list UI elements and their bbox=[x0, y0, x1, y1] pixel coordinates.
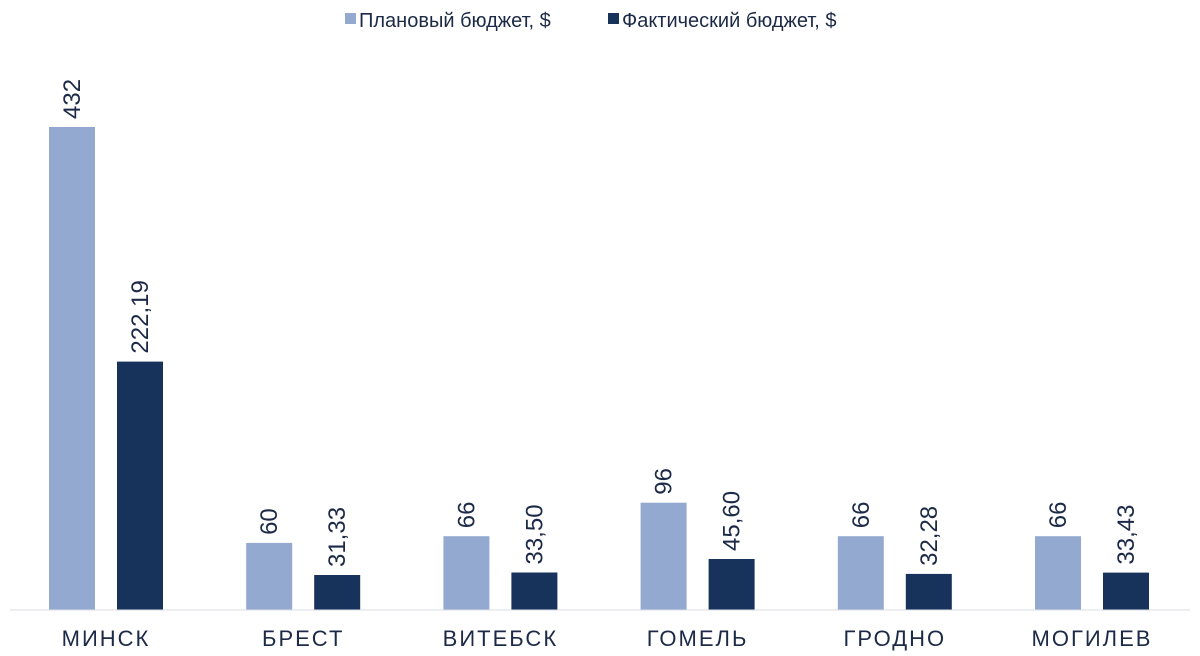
value-label-actual-2: 33,50 bbox=[521, 504, 548, 564]
value-label-actual-1: 31,33 bbox=[324, 507, 351, 567]
bar-planned-5 bbox=[1035, 536, 1081, 610]
bar-actual-0 bbox=[117, 361, 163, 610]
value-label-planned-1: 60 bbox=[256, 508, 283, 535]
bar-planned-2 bbox=[443, 536, 490, 610]
value-label-planned-5: 66 bbox=[1045, 501, 1072, 528]
bar-planned-3 bbox=[640, 502, 687, 610]
value-label-actual-0: 222,19 bbox=[127, 280, 154, 353]
category-label-0: МИНСК bbox=[62, 626, 151, 651]
bar-planned-4 bbox=[837, 536, 884, 610]
bar-planned-0 bbox=[49, 127, 95, 610]
category-label-4: ГРОДНО bbox=[843, 626, 946, 651]
legend-swatch-1 bbox=[608, 13, 619, 24]
category-label-1: БРЕСТ bbox=[262, 626, 344, 651]
category-label-5: МОГИЛЕВ bbox=[1032, 626, 1153, 651]
category-label-3: ГОМЕЛЬ bbox=[647, 626, 749, 651]
value-label-actual-3: 45,60 bbox=[719, 491, 746, 551]
bar-actual-3 bbox=[708, 559, 755, 610]
category-labels-group: МИНСК БРЕСТ ВИТЕБСК ГОМЕЛЬ ГРОДНО МОГИЛЕВ bbox=[62, 626, 1153, 651]
bar-actual-1 bbox=[314, 575, 361, 610]
legend-label-1: Фактический бюджет, $ bbox=[622, 10, 837, 32]
bar-planned-1 bbox=[246, 542, 293, 610]
bars-group bbox=[49, 127, 1149, 610]
value-label-planned-0: 432 bbox=[59, 79, 86, 119]
bar-actual-5 bbox=[1103, 572, 1149, 610]
value-labels-group: 432 222,19 60 31,33 66 33,50 96 45,60 66 32,28 66 3… bbox=[59, 79, 1140, 567]
value-label-actual-4: 32,28 bbox=[916, 506, 943, 566]
legend: Плановый бюджет, $ Фактический бюджет, $ bbox=[345, 10, 837, 32]
legend-label-0: Плановый бюджет, $ bbox=[359, 10, 551, 32]
bar-actual-2 bbox=[511, 572, 558, 610]
bar-actual-4 bbox=[905, 573, 952, 610]
value-label-planned-4: 66 bbox=[848, 501, 875, 528]
value-label-actual-5: 33,43 bbox=[1113, 505, 1140, 565]
value-label-planned-3: 96 bbox=[651, 468, 678, 495]
category-label-2: ВИТЕБСК bbox=[443, 626, 559, 651]
legend-swatch-0 bbox=[345, 13, 356, 24]
value-label-planned-2: 66 bbox=[453, 501, 480, 528]
